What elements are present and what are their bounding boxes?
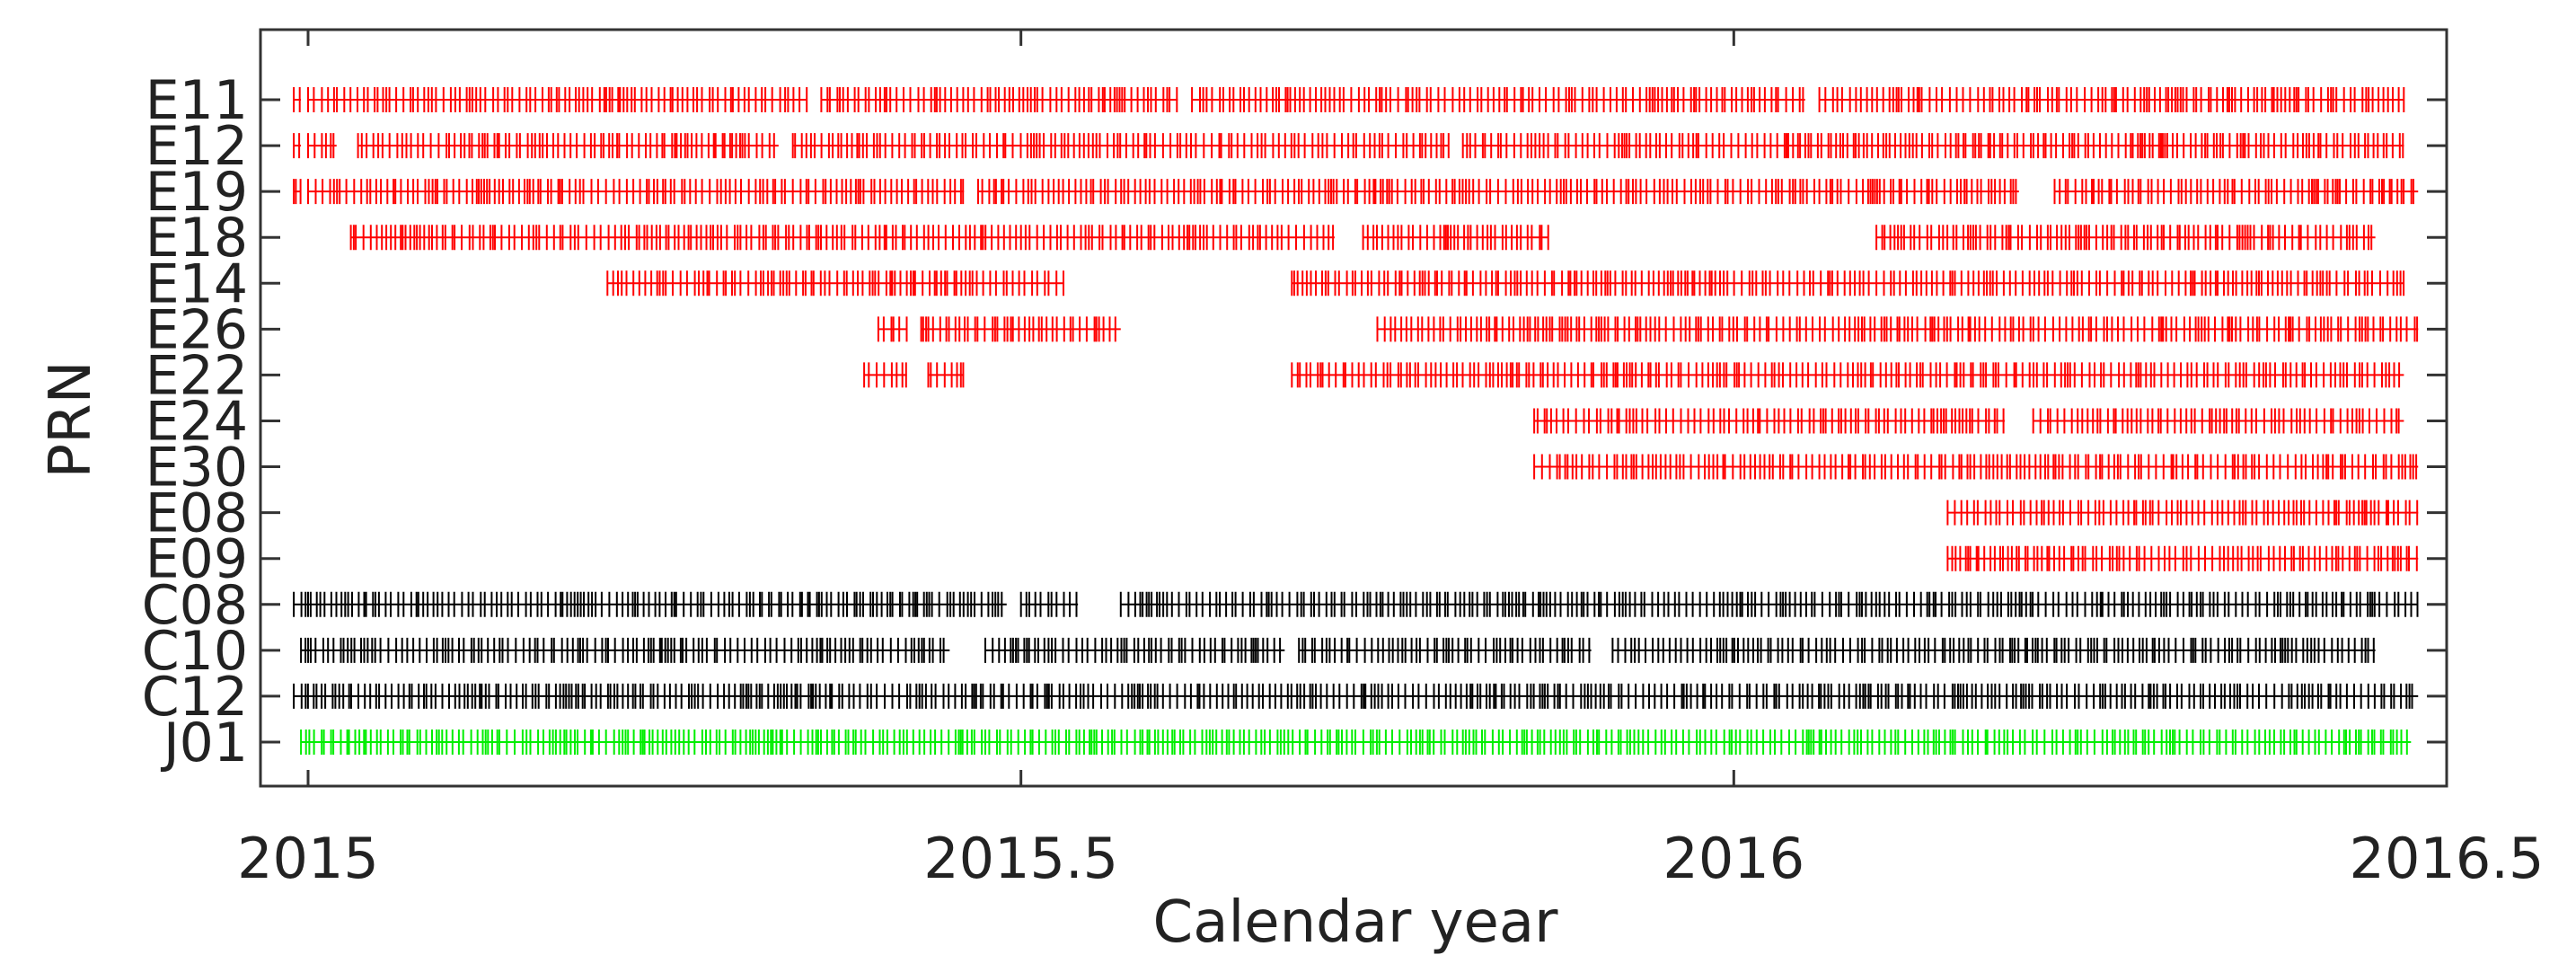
y-tick-label-e08: E08 xyxy=(146,482,248,545)
daily-marker-ticks xyxy=(293,179,302,205)
series-e11 xyxy=(293,87,2405,112)
daily-marker-ticks xyxy=(606,270,1064,296)
x-tick-label: 2016 xyxy=(1663,826,1804,891)
y-tick-label-e24: E24 xyxy=(146,390,248,453)
y-tick-label-e19: E19 xyxy=(146,161,248,224)
daily-marker-ticks xyxy=(2032,408,2400,434)
daily-marker-ticks xyxy=(1946,545,2418,571)
series-e19 xyxy=(293,179,2419,205)
daily-marker-ticks xyxy=(1362,225,1549,251)
daily-marker-ticks xyxy=(984,637,1282,663)
y-tick-label-c10: C10 xyxy=(142,620,248,683)
x-tick-label: 2016.5 xyxy=(2350,826,2545,891)
daily-marker-ticks xyxy=(1298,637,1591,663)
daily-marker-ticks xyxy=(293,87,301,112)
daily-marker-ticks xyxy=(293,591,307,617)
series-c12 xyxy=(293,683,2419,709)
y-tick-label-e14: E14 xyxy=(146,252,248,315)
daily-marker-ticks xyxy=(1461,133,2404,159)
daily-marker-ticks xyxy=(1376,316,2419,342)
y-tick-label-e30: E30 xyxy=(146,437,248,500)
y-tick-label-e22: E22 xyxy=(146,344,248,407)
y-tick-label-e18: E18 xyxy=(146,207,248,270)
series-e26 xyxy=(877,316,2419,342)
daily-marker-ticks xyxy=(1533,408,2005,434)
y-tick-label-e12: E12 xyxy=(146,115,248,178)
daily-marker-ticks xyxy=(977,179,2017,205)
daily-marker-ticks xyxy=(293,683,2413,709)
daily-marker-ticks xyxy=(1191,87,1804,112)
daily-marker-ticks xyxy=(791,133,1450,159)
daily-marker-ticks xyxy=(1946,500,2419,526)
y-tick-label-c12: C12 xyxy=(142,666,248,729)
daily-marker-ticks xyxy=(307,179,965,205)
series-c08 xyxy=(293,591,2419,617)
daily-marker-ticks xyxy=(1291,362,2401,388)
daily-marker-ticks xyxy=(307,133,335,159)
series-c10 xyxy=(300,637,2376,663)
x-axis: 2015 2015.5 2016 2016.5 xyxy=(237,30,2544,891)
y-axis: E11E12E19E18E14E26E22E24E30E08E09C08C10C… xyxy=(142,69,2447,774)
data-marks xyxy=(293,87,2419,755)
y-tick-label-c08: C08 xyxy=(142,574,248,637)
daily-marker-ticks xyxy=(2053,179,2414,205)
series-e09 xyxy=(1946,545,2419,571)
daily-marker-ticks xyxy=(300,729,2408,755)
daily-marker-ticks xyxy=(293,133,301,159)
series-j01 xyxy=(300,729,2412,755)
y-tick-label-j01: J01 xyxy=(160,712,248,774)
series-e22 xyxy=(863,362,2404,388)
daily-marker-ticks xyxy=(307,591,1003,617)
daily-marker-ticks xyxy=(307,87,808,112)
series-e18 xyxy=(349,225,2376,251)
series-e30 xyxy=(1533,454,2419,480)
daily-marker-ticks xyxy=(1291,270,2405,296)
daily-marker-ticks xyxy=(357,133,775,159)
y-tick-label-e09: E09 xyxy=(146,528,248,591)
plot-frame xyxy=(259,28,2448,788)
daily-marker-ticks xyxy=(1875,225,2373,251)
daily-marker-ticks xyxy=(920,316,1116,342)
daily-marker-ticks xyxy=(1019,591,1078,617)
series-e12 xyxy=(293,133,2404,159)
series-e14 xyxy=(606,270,2405,296)
daily-marker-ticks xyxy=(349,225,1335,251)
x-tick-label: 2015 xyxy=(237,826,379,891)
daily-marker-ticks xyxy=(1818,87,2405,112)
daily-marker-ticks xyxy=(1119,591,2419,617)
daily-marker-ticks xyxy=(1611,637,2375,663)
daily-marker-ticks xyxy=(927,362,965,388)
y-tick-label-e26: E26 xyxy=(146,298,248,361)
series-e24 xyxy=(1533,408,2404,434)
daily-marker-ticks xyxy=(300,637,945,663)
y-axis-title: PRN xyxy=(38,361,104,479)
daily-marker-ticks xyxy=(1533,454,2418,480)
y-tick-label-e11: E11 xyxy=(146,69,248,132)
daily-marker-ticks xyxy=(863,362,907,388)
x-axis-title: Calendar year xyxy=(1153,889,1559,955)
daily-marker-ticks xyxy=(820,87,1178,112)
series-e08 xyxy=(1946,500,2419,526)
x-tick-label: 2015.5 xyxy=(923,826,1118,891)
daily-marker-ticks xyxy=(877,316,908,342)
